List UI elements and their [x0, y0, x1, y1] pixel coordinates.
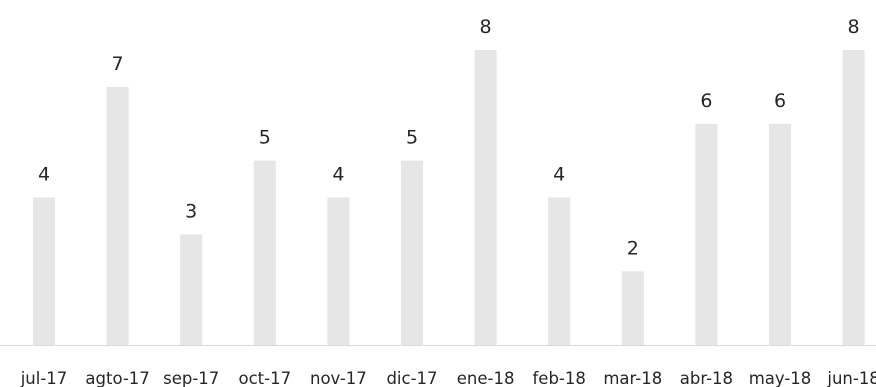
- bar-nov-17: [327, 197, 350, 345]
- bar-may-18: [769, 123, 791, 346]
- category-label-may-18: may-18: [749, 369, 812, 387]
- data-label-nov-17: 4: [332, 164, 344, 186]
- category-label-feb-18: feb-18: [533, 369, 586, 387]
- data-label-oct-17: 5: [259, 127, 271, 149]
- bar-mar-18: [621, 271, 644, 346]
- data-labels-group: 4 7 3 5 4 5 8 4 2 6 6 8: [38, 16, 860, 259]
- bar-feb-18: [548, 197, 571, 345]
- bar-oct-17: [253, 160, 276, 345]
- data-label-sep-17: 3: [185, 200, 197, 222]
- category-label-mar-18: mar-18: [603, 369, 662, 387]
- bar-dic-17: [401, 160, 423, 345]
- category-label-jul-17: jul-17: [20, 369, 68, 387]
- category-label-dic-17: dic-17: [386, 369, 437, 387]
- data-label-agto-17: 7: [112, 53, 124, 75]
- category-label-nov-17: nov-17: [310, 369, 367, 387]
- data-label-may-18: 6: [774, 90, 786, 112]
- category-label-agto-17: agto-17: [85, 369, 149, 387]
- data-label-mar-18: 2: [627, 237, 639, 259]
- category-labels-group: jul-17 agto-17 sep-17 oct-17 nov-17 dic-17 ene…: [20, 369, 876, 387]
- data-label-jun-18: 8: [848, 16, 860, 38]
- data-label-abr-18: 6: [700, 90, 712, 112]
- bars-group: [33, 50, 865, 346]
- bar-jul-17: [33, 197, 55, 345]
- category-label-sep-17: sep-17: [163, 369, 219, 387]
- bar-jun-18: [842, 50, 865, 345]
- category-label-oct-17: oct-17: [239, 369, 292, 387]
- data-label-ene-18: 8: [480, 16, 492, 38]
- category-label-ene-18: ene-18: [457, 369, 515, 387]
- data-label-jul-17: 4: [38, 164, 50, 186]
- category-label-jun-18: jun-18: [826, 369, 876, 387]
- bar-sep-17: [180, 234, 203, 345]
- data-label-dic-17: 5: [406, 127, 418, 149]
- data-label-feb-18: 4: [553, 164, 565, 186]
- category-label-abr-18: abr-18: [680, 369, 733, 387]
- bar-ene-18: [474, 50, 497, 345]
- bar-agto-17: [106, 86, 129, 346]
- bar-abr-18: [695, 123, 718, 346]
